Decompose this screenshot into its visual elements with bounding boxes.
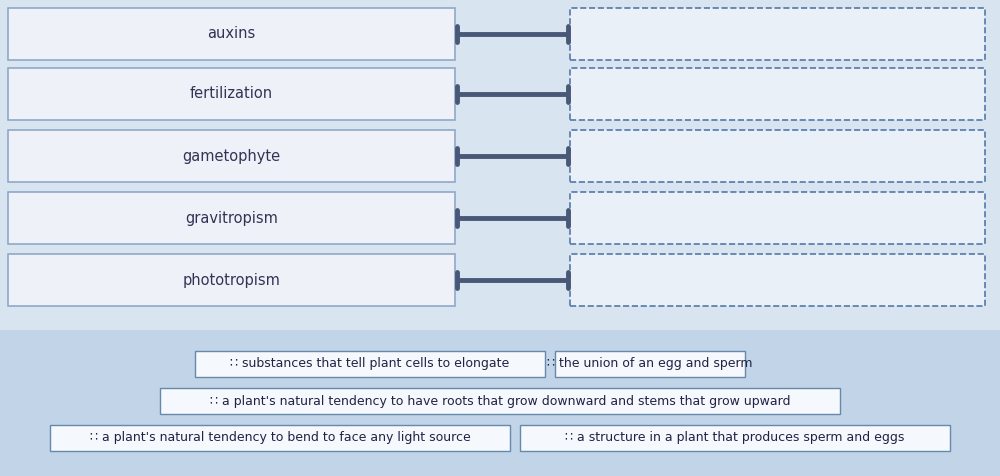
FancyBboxPatch shape [8,68,455,120]
Text: ∷ a structure in a plant that produces sperm and eggs: ∷ a structure in a plant that produces s… [565,432,905,445]
FancyBboxPatch shape [8,192,455,244]
FancyBboxPatch shape [8,8,455,60]
FancyBboxPatch shape [50,425,510,451]
FancyBboxPatch shape [570,68,985,120]
Text: ∷ a plant's natural tendency to have roots that grow downward and stems that gro: ∷ a plant's natural tendency to have roo… [210,395,790,407]
FancyBboxPatch shape [8,254,455,306]
Text: gravitropism: gravitropism [185,210,278,226]
Text: auxins: auxins [207,27,256,41]
Text: gametophyte: gametophyte [182,149,281,163]
FancyBboxPatch shape [8,130,455,182]
Text: ∷ a plant's natural tendency to bend to face any light source: ∷ a plant's natural tendency to bend to … [90,432,470,445]
FancyBboxPatch shape [570,8,985,60]
FancyBboxPatch shape [555,351,745,377]
FancyBboxPatch shape [160,388,840,414]
FancyBboxPatch shape [520,425,950,451]
Text: fertilization: fertilization [190,87,273,101]
FancyBboxPatch shape [570,192,985,244]
Text: phototropism: phototropism [183,272,280,288]
FancyBboxPatch shape [0,330,1000,476]
FancyBboxPatch shape [570,254,985,306]
FancyBboxPatch shape [195,351,545,377]
Text: ∷ substances that tell plant cells to elongate: ∷ substances that tell plant cells to el… [230,357,510,370]
FancyBboxPatch shape [570,130,985,182]
Text: ∷ the union of an egg and sperm: ∷ the union of an egg and sperm [547,357,753,370]
FancyBboxPatch shape [0,0,1000,330]
